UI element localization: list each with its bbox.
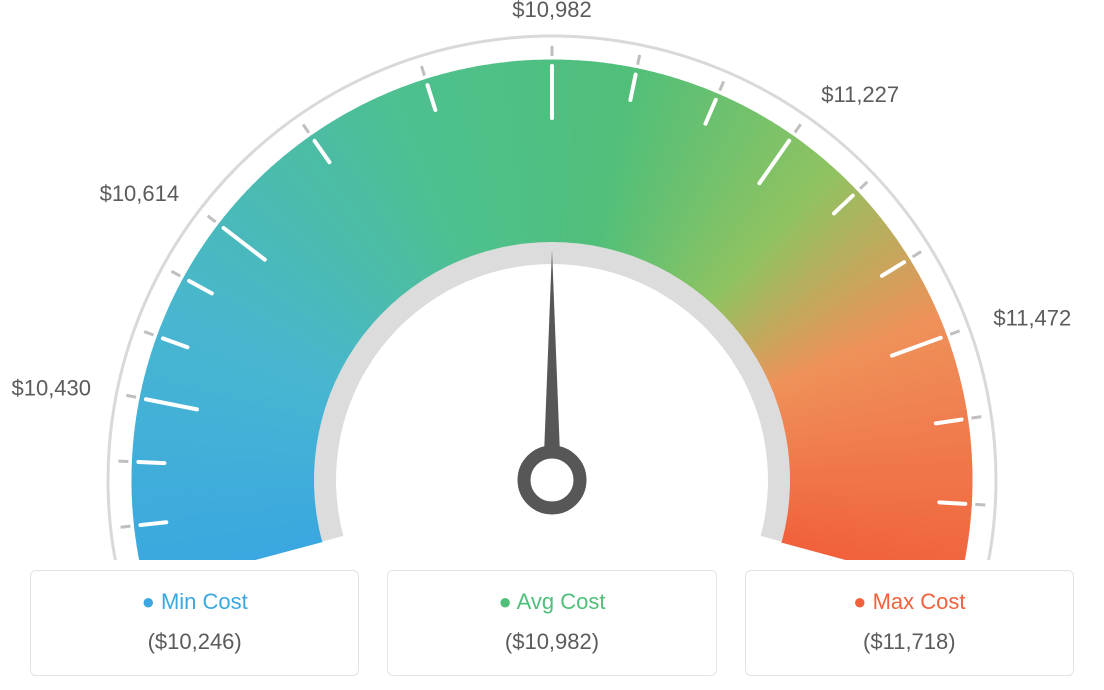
legend-value-avg: ($10,982): [398, 629, 705, 655]
legend-card-min: Min Cost ($10,246): [30, 570, 359, 676]
legend-row: Min Cost ($10,246) Avg Cost ($10,982) Ma…: [0, 570, 1104, 676]
gauge-tick-label: $10,982: [512, 0, 592, 22]
gauge-tick-label: $10,614: [100, 181, 180, 206]
gauge-tick-label: $11,227: [821, 82, 899, 107]
legend-value-max: ($11,718): [756, 629, 1063, 655]
legend-card-avg: Avg Cost ($10,982): [387, 570, 716, 676]
gauge-tick-label: $11,472: [993, 306, 1071, 331]
gauge-svg: $10,246$10,430$10,614$10,982$11,227$11,4…: [0, 0, 1104, 560]
legend-value-min: ($10,246): [41, 629, 348, 655]
gauge-needle-hub: [524, 452, 580, 508]
legend-card-max: Max Cost ($11,718): [745, 570, 1074, 676]
gauge-chart: $10,246$10,430$10,614$10,982$11,227$11,4…: [0, 0, 1104, 560]
legend-title-avg: Avg Cost: [398, 589, 705, 615]
gauge-tick-label: $10,430: [11, 375, 91, 400]
legend-title-min: Min Cost: [41, 589, 348, 615]
legend-title-max: Max Cost: [756, 589, 1063, 615]
